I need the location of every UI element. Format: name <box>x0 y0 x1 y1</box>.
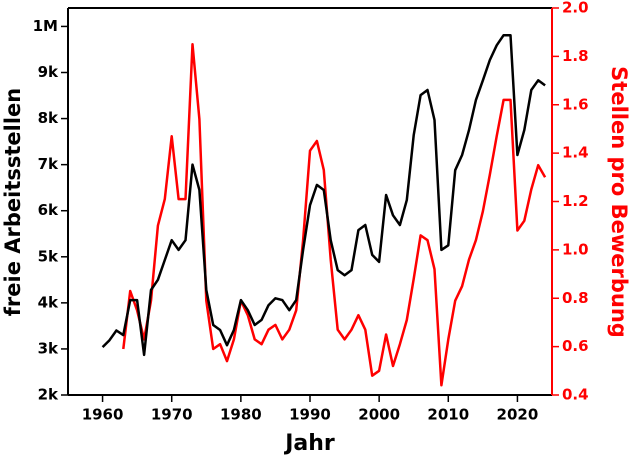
y2-tick-label: 1.8 <box>562 47 589 65</box>
y2-tick-label: 1.2 <box>562 192 589 210</box>
y-tick-label: 5k <box>38 247 59 265</box>
x-tick-label: 1970 <box>151 406 193 424</box>
y-tick-label: 7k <box>38 155 59 173</box>
y2-tick-label: 1.4 <box>562 144 589 162</box>
y-tick-label: 1M <box>33 17 58 35</box>
x-tick-label: 2000 <box>358 406 400 424</box>
series-line <box>122 43 547 387</box>
y2-tick-label: 0.8 <box>562 289 589 307</box>
y-axis-title: freie Arbeitsstellen <box>1 88 25 316</box>
y2-tick-label: 1.0 <box>562 240 589 258</box>
y-tick-label: 6k <box>38 201 59 219</box>
y-tick-label: 2k <box>38 386 59 404</box>
y-tick-label: 3k <box>38 339 59 357</box>
series-line <box>101 33 546 357</box>
x-tick-label: 1960 <box>82 406 124 424</box>
y-tick-label: 4k <box>38 293 59 311</box>
x-tick-label: 1990 <box>289 406 331 424</box>
y2-tick-label: 1.6 <box>562 95 589 113</box>
y2-tick-label: 0.4 <box>562 386 589 404</box>
y2-tick-label: 0.6 <box>562 337 589 355</box>
y-tick-label: 8k <box>38 109 59 127</box>
x-axis-title: Jahr <box>283 431 335 456</box>
x-tick-label: 1980 <box>220 406 262 424</box>
x-tick-label: 2020 <box>497 406 539 424</box>
y-tick-label: 9k <box>38 63 59 81</box>
x-tick-label: 2010 <box>427 406 469 424</box>
y2-axis-title: Stellen pro Bewerbung <box>607 66 631 338</box>
y2-tick-label: 2.0 <box>562 0 589 17</box>
